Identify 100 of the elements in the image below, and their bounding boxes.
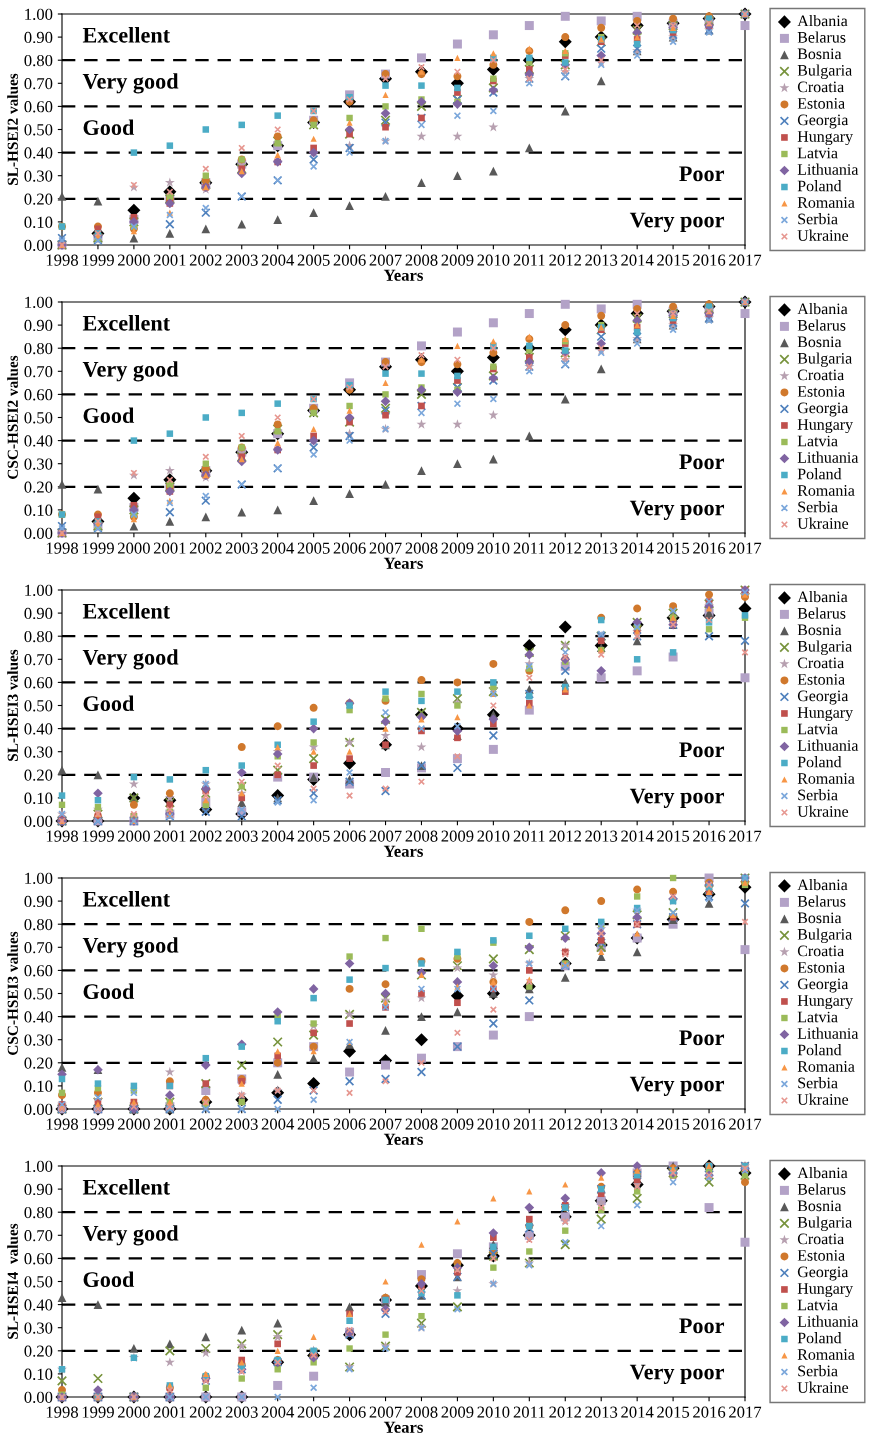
legend-label: Poland [797, 1332, 842, 1344]
legend-label: Ukraine [797, 229, 849, 241]
x-tick-label: 2004 [261, 1118, 295, 1130]
legend-label: Bosnia [797, 912, 842, 924]
y-tick-label: 0.60 [24, 677, 53, 689]
legend-label: Belarus [797, 607, 846, 619]
legend-label: Hungary [797, 131, 854, 146]
legend-label: Latvia [797, 147, 838, 159]
legend-label: Poland [797, 756, 842, 768]
legend-label: Albania [797, 303, 848, 315]
y-tick-label: 0.10 [24, 216, 53, 228]
x-tick-label: 2015 [657, 1118, 690, 1130]
x-tick-label: 2016 [693, 542, 726, 554]
annotation: Excellent [82, 603, 171, 619]
x-tick-label: 2001 [153, 254, 186, 266]
legend-label: Poland [797, 468, 842, 480]
annotation: Very good [82, 73, 179, 94]
legend-label: Romania [797, 197, 855, 208]
x-axis-title: Years [383, 269, 423, 281]
x-tick-label: 2007 [369, 1118, 402, 1130]
x-tick-label: 2002 [189, 1406, 222, 1418]
legend-label: Bulgaria [797, 64, 852, 80]
y-tick-label: 1.00 [25, 584, 53, 597]
x-tick-label: 1999 [82, 1118, 114, 1130]
x-tick-label: 2003 [225, 254, 258, 266]
x-tick-label: 2008 [405, 830, 438, 842]
legend-label: Ukraine [797, 805, 849, 817]
annotation: Excellent [82, 315, 171, 331]
legend-label: Romania [797, 485, 855, 496]
legend-label: Albania [797, 1167, 848, 1179]
x-tick-label: 2006 [333, 254, 366, 266]
legend-label: Bosnia [797, 624, 842, 636]
x-tick-label: 2014 [621, 1406, 654, 1418]
y-tick-label: 0.80 [24, 918, 53, 931]
y-tick-label: 0.20 [24, 1345, 53, 1357]
x-tick-label: 2017 [729, 1118, 762, 1130]
x-tick-label: 2012 [549, 1118, 582, 1130]
legend-label: Serbia [798, 1077, 838, 1089]
x-tick-label: 2014 [621, 830, 654, 842]
y-tick-label: 0.30 [24, 170, 53, 182]
annotation: Good [83, 983, 135, 1000]
legend-label: Ukraine [797, 1381, 849, 1393]
y-tick-label: 0.20 [24, 193, 53, 205]
legend-label: Bosnia [797, 336, 842, 348]
y-tick-label: 0.10 [24, 504, 53, 516]
x-tick-label: 2016 [693, 1118, 726, 1130]
legend-label: Hungary [797, 995, 854, 1010]
y-tick-label: 0.10 [24, 1368, 53, 1380]
legend-label: Serbia [798, 501, 838, 513]
legend-label: Albania [797, 591, 848, 603]
y-tick-label: 0.20 [24, 769, 53, 781]
x-tick-label: 1998 [46, 254, 79, 266]
x-tick-label: 2017 [729, 1406, 762, 1418]
x-tick-label: 2002 [189, 254, 222, 266]
x-tick-label: 2011 [513, 1118, 545, 1130]
y-tick-label: 0.70 [24, 942, 53, 954]
annotation: Poor [679, 166, 725, 182]
y-tick-label: 0.90 [24, 607, 53, 620]
annotation: Good [83, 407, 135, 424]
legend-label: Belarus [797, 31, 846, 43]
x-tick-label: 1999 [82, 1406, 114, 1418]
x-tick-label: 2003 [225, 1118, 258, 1130]
x-tick-label: 2005 [297, 1118, 330, 1130]
y-tick-label: 0.90 [24, 319, 53, 332]
x-tick-label: 1999 [82, 830, 114, 842]
x-axis-title: Years [383, 1133, 423, 1145]
legend-label: Ukraine [797, 1093, 849, 1105]
annotation: Excellent [82, 1179, 171, 1195]
y-tick-label: 0.30 [24, 746, 53, 758]
annotation: Very good [82, 649, 179, 670]
x-tick-label: 2010 [477, 1118, 510, 1130]
x-tick-label: 2010 [477, 542, 510, 554]
x-tick-label: 2015 [657, 542, 690, 554]
legend-label: Bosnia [797, 48, 842, 60]
x-tick-label: 1999 [82, 254, 114, 266]
x-tick-label: 2005 [297, 542, 330, 554]
y-tick-label: 0.90 [24, 1183, 53, 1196]
y-tick-label: 0.50 [24, 700, 53, 712]
legend-label: Lithuania [797, 163, 859, 175]
x-tick-label: 2011 [513, 254, 545, 266]
y-tick-label: 0.70 [24, 654, 53, 666]
x-tick-label: 2016 [693, 1406, 726, 1418]
legend-label: Georgia [797, 978, 849, 993]
x-tick-label: 2003 [225, 542, 258, 554]
x-tick-label: 2012 [549, 1406, 582, 1418]
x-tick-label: 2005 [297, 1406, 330, 1418]
x-tick-label: 2009 [441, 830, 474, 842]
legend-label: Croatia [797, 369, 845, 381]
x-tick-label: 2011 [513, 830, 545, 842]
x-tick-label: 2003 [225, 1406, 258, 1418]
annotation: Excellent [82, 891, 171, 907]
y-tick-label: 0.90 [24, 895, 53, 908]
x-tick-label: 2003 [225, 830, 258, 842]
legend-label: Estonia [797, 962, 845, 973]
y-tick-label: 0.70 [24, 1230, 53, 1242]
y-tick-label: 0.50 [24, 124, 53, 136]
legend-label: Estonia [797, 1250, 845, 1261]
legend-label: Latvia [797, 1299, 838, 1311]
annotation: Very good [82, 1225, 179, 1246]
y-tick-label: 0.50 [24, 1276, 53, 1288]
